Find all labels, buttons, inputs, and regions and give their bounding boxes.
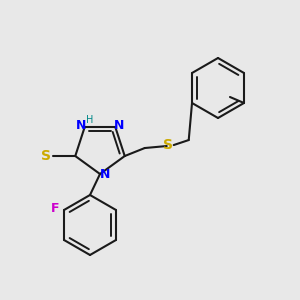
- Text: S: S: [163, 138, 173, 152]
- Text: F: F: [51, 202, 59, 215]
- Text: N: N: [114, 119, 124, 133]
- Text: N: N: [100, 169, 110, 182]
- Text: S: S: [41, 149, 51, 163]
- Text: H: H: [86, 115, 93, 125]
- Text: N: N: [76, 119, 86, 133]
